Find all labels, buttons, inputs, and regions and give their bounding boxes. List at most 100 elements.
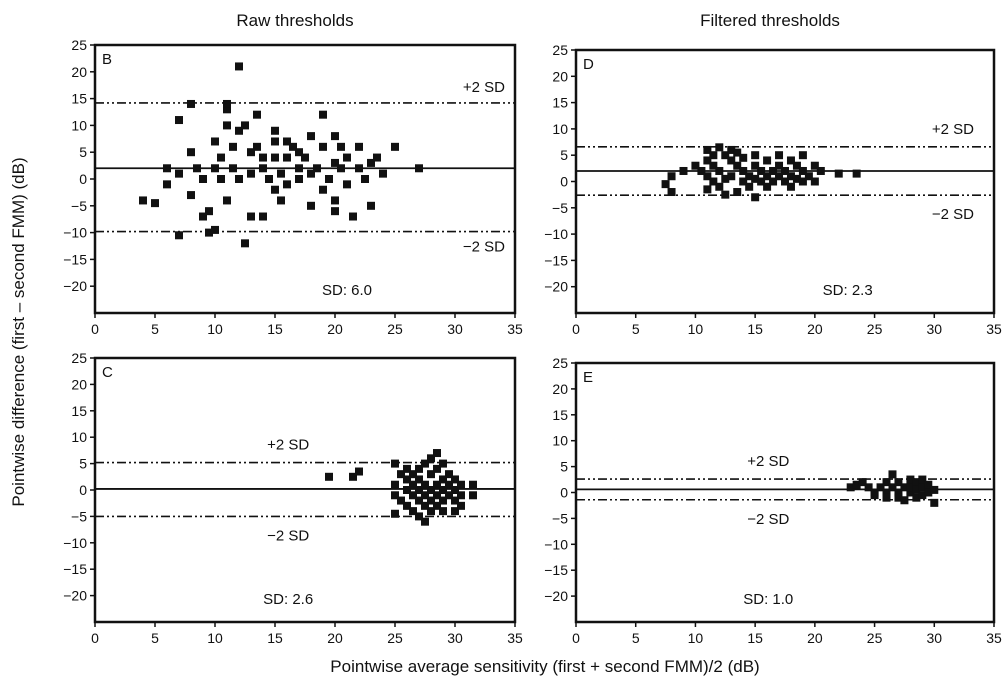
- data-point: [415, 464, 423, 473]
- data-point: [193, 164, 201, 173]
- x-tick-label: 35: [507, 321, 523, 337]
- data-point: [679, 166, 688, 175]
- x-tick-label: 0: [91, 630, 99, 646]
- y-tick-label: 0: [79, 482, 87, 498]
- data-point: [918, 491, 927, 500]
- data-point: [295, 175, 303, 183]
- data-point: [751, 174, 760, 183]
- x-tick-label: 0: [572, 630, 580, 646]
- upper-sd-label: +2 SD: [747, 453, 789, 470]
- data-point: [439, 459, 447, 468]
- data-point: [427, 507, 435, 516]
- data-point: [924, 488, 933, 497]
- data-point: [427, 470, 435, 479]
- data-point: [415, 475, 423, 484]
- x-tick-label: 15: [267, 630, 283, 646]
- data-point: [751, 193, 760, 202]
- y-tick-label: −10: [63, 225, 87, 241]
- data-point: [864, 483, 873, 492]
- x-tick-label: 5: [632, 630, 640, 646]
- data-point: [271, 185, 279, 194]
- data-point: [331, 196, 339, 205]
- data-point: [816, 166, 825, 175]
- col-title-filtered: Filtered thresholds: [700, 11, 840, 30]
- data-point: [307, 132, 315, 141]
- data-point: [421, 491, 429, 500]
- data-point: [697, 166, 706, 175]
- data-point: [769, 177, 778, 186]
- data-point: [715, 166, 724, 175]
- data-point: [882, 493, 891, 502]
- data-point: [295, 164, 303, 173]
- data-point: [439, 507, 447, 516]
- data-point: [792, 161, 801, 170]
- data-point: [733, 148, 742, 157]
- data-point: [721, 174, 730, 183]
- data-point: [786, 172, 795, 181]
- data-point: [703, 172, 712, 181]
- data-point: [900, 483, 909, 492]
- data-point: [733, 188, 742, 197]
- y-tick-label: −5: [71, 198, 87, 214]
- data-point: [667, 172, 676, 181]
- data-point: [139, 196, 147, 205]
- x-tick-label: 5: [632, 321, 640, 337]
- y-tick-label: 15: [552, 407, 568, 423]
- x-tick-label: 0: [91, 321, 99, 337]
- col-title-raw: Raw thresholds: [236, 11, 353, 30]
- data-point: [846, 483, 855, 492]
- data-point: [918, 475, 927, 484]
- data-point: [870, 491, 879, 500]
- y-tick-label: −10: [63, 535, 87, 551]
- x-tick-label: 25: [867, 630, 883, 646]
- y-tick-label: 10: [71, 429, 87, 445]
- y-tick-label: −5: [552, 510, 568, 526]
- data-point: [427, 496, 435, 505]
- data-point: [247, 148, 255, 157]
- data-point: [349, 472, 357, 481]
- data-point: [253, 110, 261, 119]
- data-point: [427, 454, 435, 463]
- y-tick-label: 0: [560, 174, 568, 190]
- data-point: [355, 142, 363, 151]
- data-point: [703, 185, 712, 194]
- data-point: [403, 486, 411, 494]
- data-point: [211, 164, 219, 173]
- data-point: [259, 153, 267, 162]
- x-tick-label: 30: [926, 321, 942, 337]
- data-point: [391, 509, 399, 518]
- x-tick-label: 35: [507, 630, 523, 646]
- data-point: [229, 164, 237, 173]
- x-tick-label: 10: [207, 630, 223, 646]
- panel-e: 25 20 15 10 5 0 −5 −10 −15 −20 0 5 10 15 20 25 30 35 E +2 S…: [544, 355, 1002, 646]
- data-point: [469, 491, 477, 500]
- data-point: [307, 201, 315, 210]
- data-point: [451, 475, 459, 484]
- data-point: [703, 156, 712, 165]
- x-tick-label: 10: [688, 321, 704, 337]
- y-tick-label: 5: [560, 147, 568, 163]
- data-point: [763, 182, 772, 191]
- data-point: [313, 164, 321, 173]
- data-point: [775, 161, 784, 170]
- data-point: [721, 190, 730, 199]
- data-point: [361, 175, 369, 183]
- sd-text: SD: 1.0: [743, 591, 793, 608]
- data-point: [325, 175, 333, 183]
- y-tick-label: 0: [560, 485, 568, 501]
- data-point: [769, 166, 778, 175]
- y-tick-label: 15: [552, 95, 568, 111]
- data-point: [211, 225, 219, 234]
- data-point: [439, 496, 447, 505]
- data-point: [912, 493, 921, 502]
- data-point: [223, 99, 231, 108]
- data-point: [223, 121, 231, 130]
- data-point: [786, 182, 795, 191]
- data-point: [906, 475, 915, 484]
- y-tick-label: −15: [544, 252, 568, 268]
- data-point: [894, 478, 903, 487]
- lower-sd-label: −2 SD: [932, 206, 974, 223]
- data-point: [900, 496, 909, 505]
- data-point: [397, 496, 405, 505]
- data-point: [775, 151, 784, 160]
